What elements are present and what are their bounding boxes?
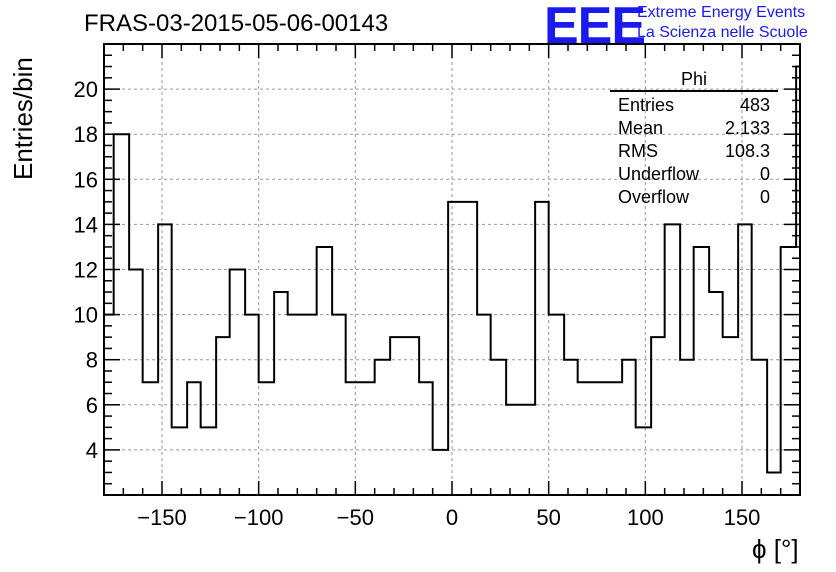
y-tick-label: 18: [74, 122, 98, 147]
stats-label: RMS: [618, 141, 658, 161]
stats-title: Phi: [680, 69, 707, 89]
y-tick-label: 6: [86, 393, 98, 418]
x-axis-label: ϕ [°]: [752, 534, 799, 564]
eee-logo: EEE: [544, 0, 646, 55]
axis-ticks: [103, 44, 801, 495]
x-tick-label: −150: [137, 505, 187, 530]
x-tick-label: 150: [724, 505, 761, 530]
stats-row-mean: Mean 2.133: [610, 117, 778, 140]
logo-line-2: La Scienza nelle Scuole: [637, 24, 808, 41]
stats-label: Mean: [618, 118, 664, 138]
y-tick-label: 8: [86, 348, 98, 373]
stats-label: Underflow: [618, 164, 700, 184]
stats-box: Phi Entries 483 Mean 2.133 RMS 108.3 Und…: [610, 68, 778, 209]
stats-value: 0: [759, 164, 770, 184]
tick-labels: −150 −100 −50 0 50 100 150 4 6 8 10 12 14 16 18 20: [74, 77, 761, 530]
y-tick-label: 4: [86, 438, 98, 463]
stats-label: Overflow: [618, 187, 690, 207]
y-tick-label: 10: [74, 303, 98, 328]
histogram-step-line: [103, 65, 800, 495]
grid-lines: [104, 44, 800, 495]
plot-frame: [103, 43, 801, 496]
stats-row-rms: RMS 108.3: [610, 140, 778, 163]
y-tick-label: 16: [74, 167, 98, 192]
stats-value: 0: [759, 187, 770, 207]
x-tick-label: −100: [234, 505, 284, 530]
stats-label: Entries: [618, 95, 675, 115]
y-tick-label: 14: [74, 212, 98, 237]
x-tick-label: −50: [337, 505, 374, 530]
x-tick-label: 100: [627, 505, 664, 530]
y-tick-label: 20: [74, 77, 98, 102]
y-axis-label: Entries/bin: [8, 57, 38, 180]
stats-row-underflow: Underflow 0: [610, 163, 778, 186]
stats-row-overflow: Overflow 0: [610, 186, 778, 209]
y-tick-label: 12: [74, 258, 98, 283]
stats-row-entries: Entries 483: [610, 94, 778, 117]
logo-line-1: Extreme Energy Events: [637, 4, 806, 21]
stats-value: 2.133: [724, 118, 770, 138]
stats-divider: [610, 90, 778, 92]
stats-value: 483: [739, 95, 770, 115]
x-tick-label: 50: [536, 505, 560, 530]
x-tick-label: 0: [446, 505, 458, 530]
stats-value: 108.3: [724, 141, 770, 161]
chart-title: FRAS-03-2015-05-06-00143: [84, 10, 389, 37]
